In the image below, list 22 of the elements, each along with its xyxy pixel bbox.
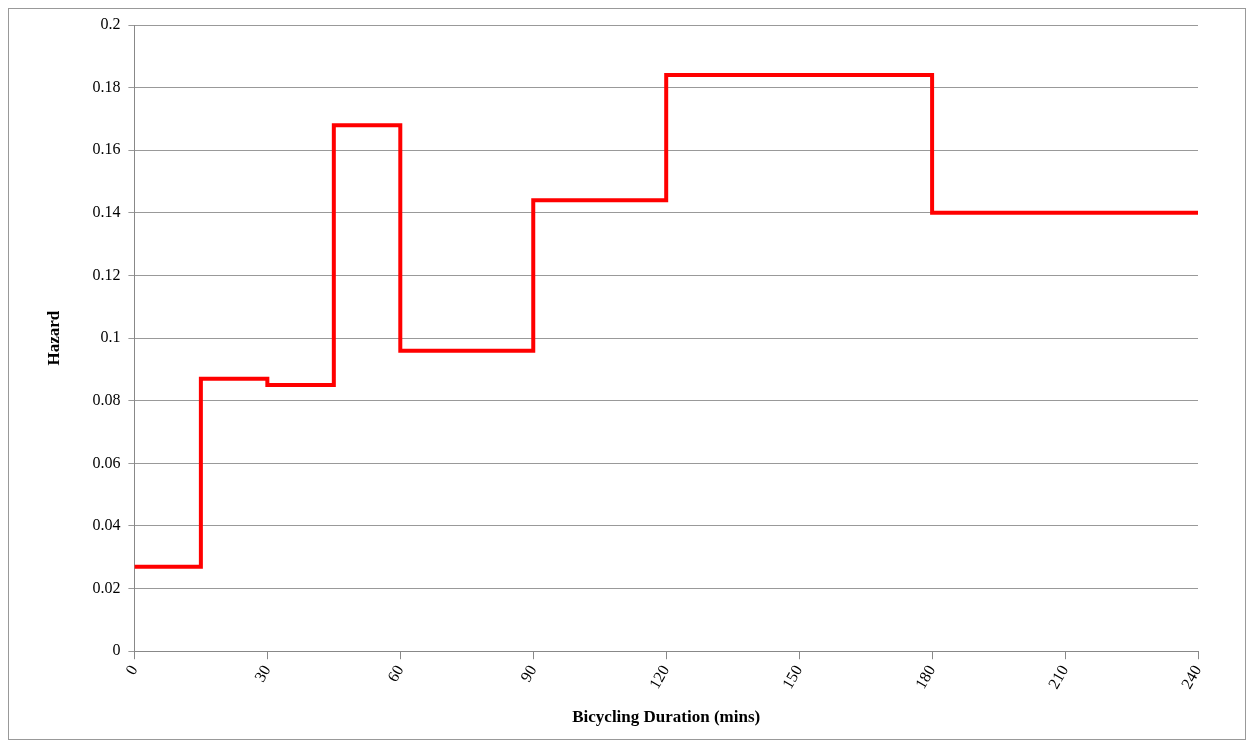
x-tick-label: 240 xyxy=(1177,662,1205,692)
x-tick-label: 120 xyxy=(645,662,673,692)
y-axis-title: Hazard xyxy=(43,310,63,366)
y-tick-label: 0.12 xyxy=(92,265,121,283)
y-tick-label: 0.1 xyxy=(100,328,121,346)
x-tick-label: 180 xyxy=(911,662,939,692)
x-tick-label: 150 xyxy=(778,662,806,692)
x-tick-label: 0 xyxy=(121,662,141,678)
y-tick-label: 0.04 xyxy=(92,516,121,534)
y-tick-label: 0.08 xyxy=(92,390,121,408)
y-tick-label: 0 xyxy=(112,641,121,659)
x-axis-title: Bicycling Duration (mins) xyxy=(572,707,761,727)
x-tick-label: 30 xyxy=(250,662,274,685)
y-tick-label: 0.18 xyxy=(92,77,121,95)
y-tick-label: 0.02 xyxy=(92,578,121,596)
x-tick-label: 90 xyxy=(516,662,540,685)
y-tick-label: 0.16 xyxy=(92,140,121,158)
y-tick-label: 0.2 xyxy=(100,15,121,33)
y-tick-label: 0.14 xyxy=(92,203,121,221)
y-tick-label: 0.06 xyxy=(92,453,121,471)
x-tick-label: 60 xyxy=(383,662,407,685)
x-tick-label: 210 xyxy=(1044,662,1072,692)
